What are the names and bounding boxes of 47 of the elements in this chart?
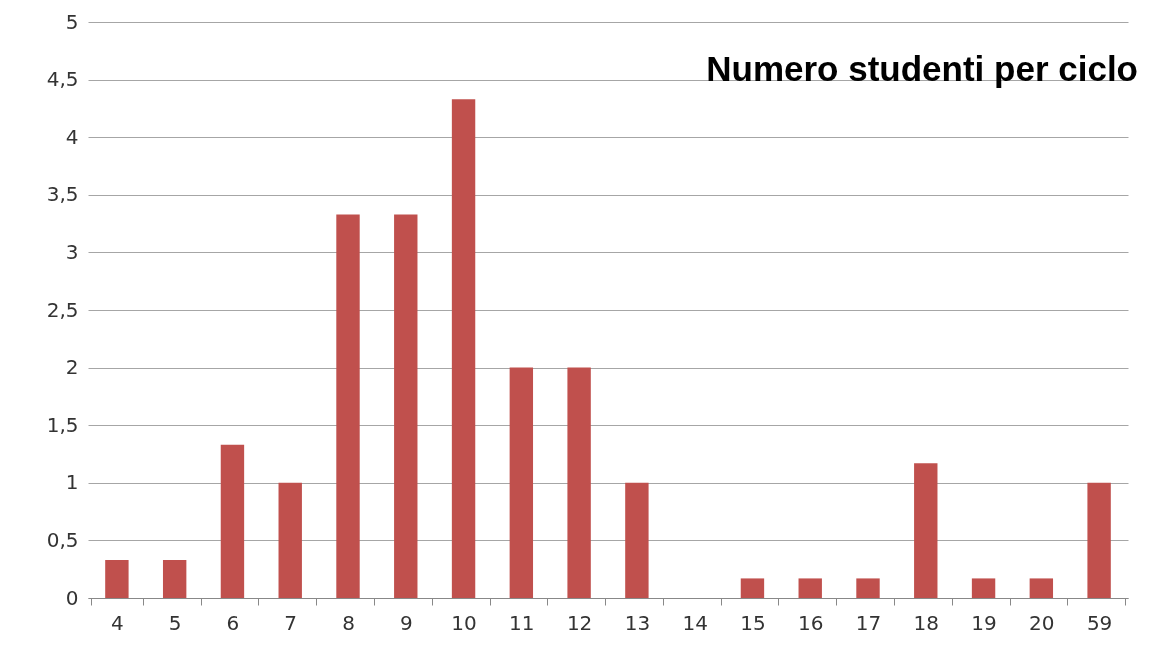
bar <box>451 99 476 598</box>
bar <box>1087 482 1111 598</box>
bar <box>740 578 765 598</box>
x-tick-label: 15 <box>740 610 766 635</box>
x-tick-label: 16 <box>798 610 824 635</box>
x-tick-label: 13 <box>624 610 651 635</box>
text: Numero studenti per ciclo <box>706 49 1138 88</box>
bar <box>220 444 245 598</box>
y-tick-label: 4,5 <box>46 67 79 92</box>
x-tick-label: 11 <box>509 610 535 635</box>
y-tick-label: 1,5 <box>46 412 79 437</box>
y-tick-label: 2,5 <box>46 297 79 322</box>
x-tick-label: 20 <box>1029 610 1055 635</box>
bar <box>1029 578 1054 598</box>
bar <box>914 463 938 598</box>
bar <box>971 578 996 598</box>
bar <box>105 559 129 598</box>
bar <box>394 214 418 598</box>
y-tick-label: 5 <box>65 9 79 34</box>
x-tick-label: 17 <box>855 610 882 635</box>
y-tick-label: 0,5 <box>46 527 79 552</box>
bar <box>625 482 649 598</box>
x-tick-label: 7 <box>284 610 298 635</box>
x-tick-label: 10 <box>451 610 477 635</box>
bar <box>162 559 187 598</box>
bar <box>856 578 880 598</box>
x-tick-label: 9 <box>399 610 413 635</box>
y-tick-label: 0 <box>65 585 79 610</box>
x-tick-label: 59 <box>1086 610 1113 635</box>
y-tick-label: 4 <box>65 124 79 149</box>
x-tick-label: 8 <box>342 610 355 635</box>
x-tick-label: 4 <box>111 610 124 635</box>
y-tick-label: 1 <box>65 470 79 495</box>
bar <box>567 367 591 598</box>
bar <box>509 367 534 598</box>
x-tick-label: 12 <box>566 610 593 635</box>
bar <box>278 482 302 598</box>
x-tick-label: 19 <box>971 610 997 635</box>
x-tick-label: 6 <box>226 610 240 635</box>
bar <box>336 214 360 598</box>
x-tick-label: 14 <box>682 610 708 635</box>
y-tick-label: 3 <box>65 239 79 264</box>
bar <box>798 578 822 598</box>
y-tick-label: 2 <box>65 355 79 380</box>
x-tick-label: 18 <box>913 610 939 635</box>
y-tick-label: 3,5 <box>46 182 79 207</box>
x-tick-label: 5 <box>168 610 182 635</box>
